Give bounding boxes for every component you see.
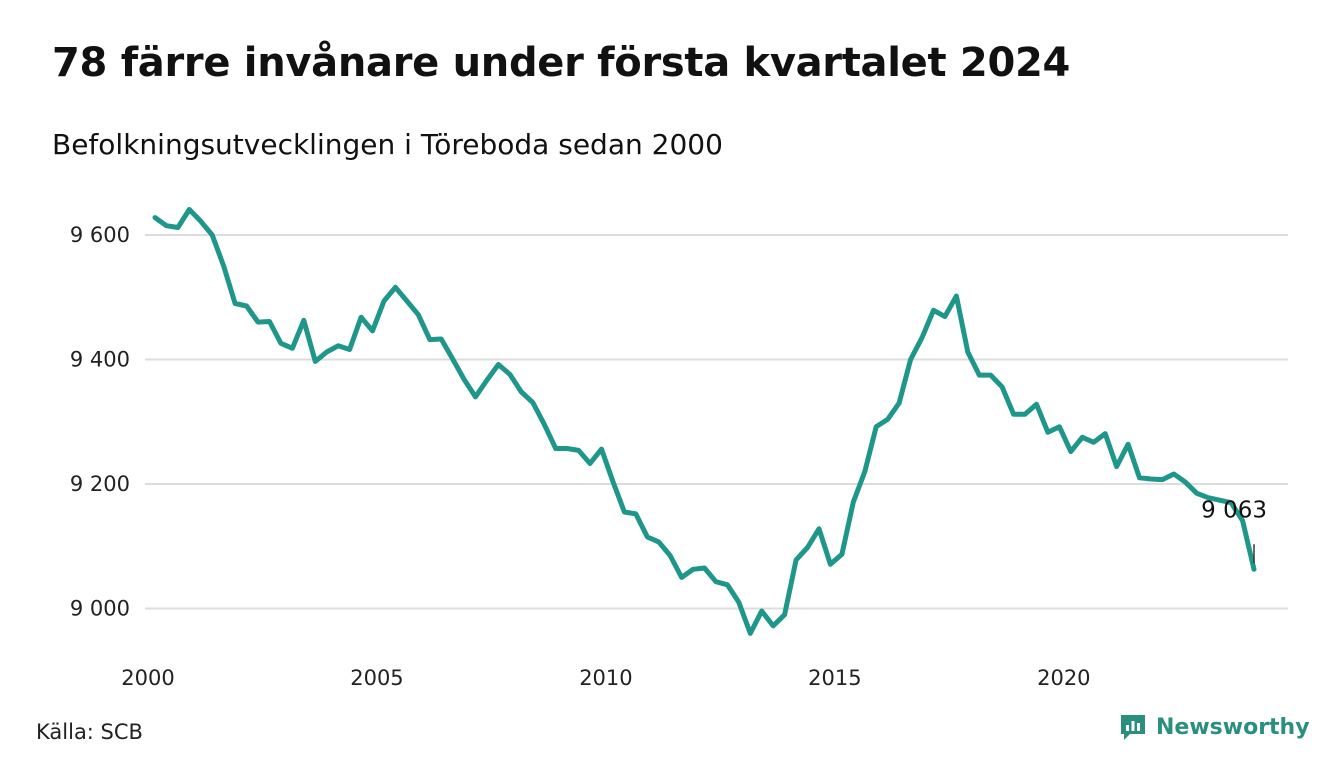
series-lines (152, 207, 1257, 636)
annotation: 9 063 (1201, 497, 1267, 564)
brand-logo[interactable]: Newsworthy (1118, 712, 1310, 742)
y-tick-label: 9 400 (70, 348, 130, 372)
y-tick-label: 9 600 (70, 223, 130, 247)
x-tick-label: 2015 (808, 666, 861, 690)
x-axis: 2000 2005 2010 2015 2020 (121, 666, 1090, 690)
y-tick-label: 9 200 (70, 472, 130, 496)
chart-subtitle: Befolkningsutvecklingen i Töreboda sedan… (52, 128, 723, 161)
x-tick-label: 2010 (579, 666, 632, 690)
newsworthy-logo-icon (1121, 715, 1145, 740)
x-tick-label: 2000 (121, 666, 174, 690)
y-tick-label: 9 000 (70, 597, 130, 621)
source-note: Källa: SCB (36, 720, 143, 744)
chart-title: 78 färre invånare under första kvartalet… (52, 40, 1071, 86)
line-chart: 9 000 9 200 9 400 9 600 2000 2005 2010 2015 202… (70, 207, 1288, 690)
annotation-label: 9 063 (1201, 497, 1267, 523)
population-line (152, 207, 1257, 636)
y-axis: 9 000 9 200 9 400 9 600 (70, 223, 130, 621)
brand-name: Newsworthy (1156, 714, 1310, 740)
x-tick-label: 2005 (350, 666, 403, 690)
gridlines (145, 234, 1288, 610)
x-tick-label: 2020 (1037, 666, 1090, 690)
